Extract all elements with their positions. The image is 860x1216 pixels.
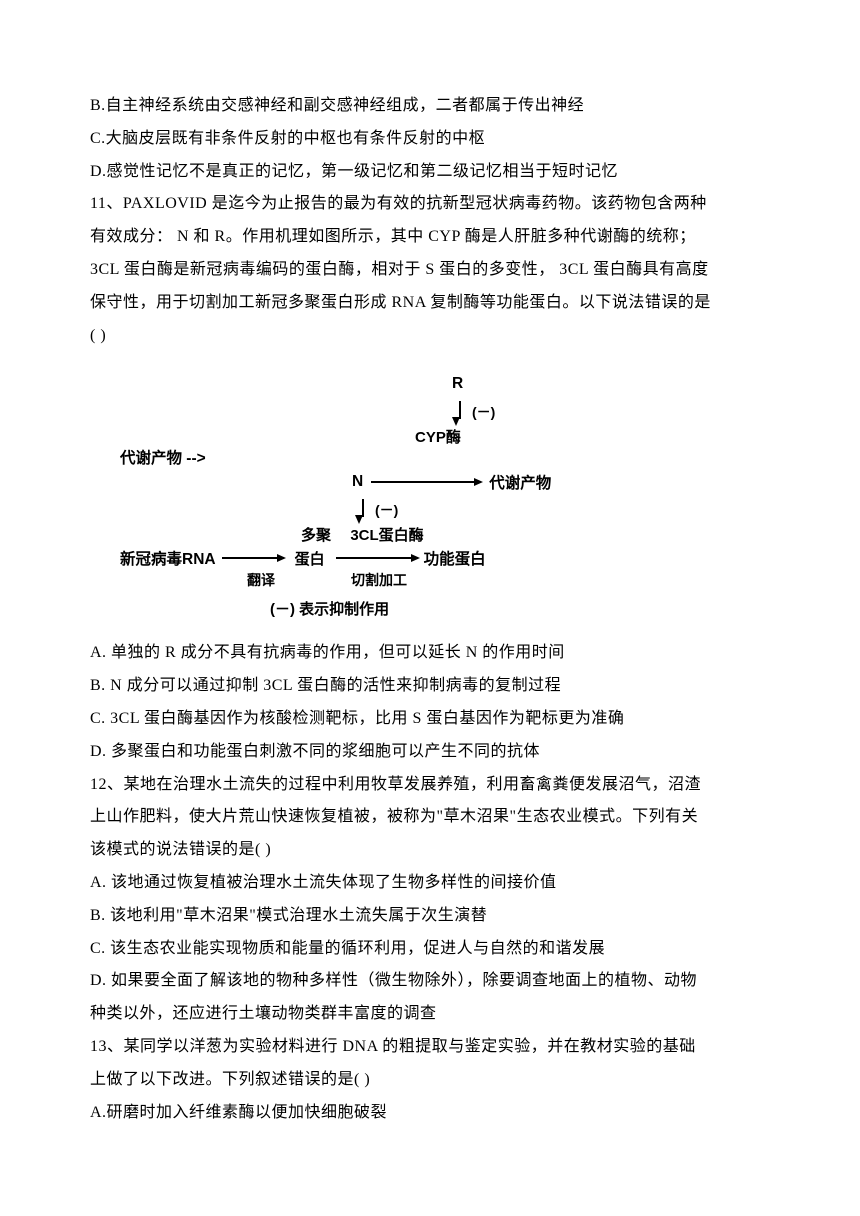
diagram-neg-2: (－) <box>375 500 398 520</box>
q11-option-c: C. 3CL 蛋白酶基因作为核酸检测靶标，比用 S 蛋白基因作为靶标更为准确 <box>90 703 770 736</box>
q10-option-d: D.感觉性记忆不是真正的记忆，第一级记忆和第二级记忆相当于短时记忆 <box>90 156 770 189</box>
diagram-3cl-label: 3CL蛋白酶 <box>344 524 430 545</box>
page-content: B.自主神经系统由交感神经和副交感神经组成，二者都属于传出神经 C.大脑皮层既有… <box>0 0 860 1189</box>
diagram-node-r: R <box>452 375 463 393</box>
diagram-rna: 新冠病毒RNA <box>120 547 216 569</box>
diagram-poly-bottom: 蛋白 <box>290 548 330 569</box>
q11-option-d: D. 多聚蛋白和功能蛋白刺激不同的浆细胞可以产生不同的抗体 <box>90 736 770 769</box>
q13-option-a: A.研磨时加入纤维素酶以便加快细胞破裂 <box>90 1097 770 1130</box>
diagram-translate-label: 翻译 <box>236 570 286 590</box>
arrow-down-icon <box>357 499 369 522</box>
q11-stem-line1: 11、PAXLOVID 是迄今为止报告的最为有效的抗新型冠状病毒药物。该药物包含… <box>90 188 770 221</box>
q10-option-b: B.自主神经系统由交感神经和副交感神经组成，二者都属于传出神经 <box>90 90 770 123</box>
q12-option-b: B. 该地利用"草木沼果"模式治理水土流失属于次生演替 <box>90 900 770 933</box>
q11-stem-line5: ( ) <box>90 320 770 353</box>
arrow-down-icon <box>454 401 466 424</box>
q12-stem-line3: 该模式的说法错误的是( ) <box>90 834 770 867</box>
arrow-right-icon <box>371 481 481 483</box>
arrow-right-icon <box>336 557 418 559</box>
diagram-cyp-label: CYP酶 <box>415 426 461 447</box>
q12-stem-line2: 上山作肥料，使大片荒山快速恢复植被，被称为"草木沼果"生态农业模式。下列有关 <box>90 801 770 834</box>
q11-diagram: R (－) CYP酶 代谢产物 --> N 代谢产物 (－) <box>120 370 770 619</box>
diagram-cut-label: 切割加工 <box>336 570 422 590</box>
q11-stem-line2: 有效成分： N 和 R。作用机理如图所示，其中 CYP 酶是人肝脏多种代谢酶的统… <box>90 221 770 254</box>
q11-option-b: B. N 成分可以通过抑制 3CL 蛋白酶的活性来抑制病毒的复制过程 <box>90 670 770 703</box>
q11-stem-line4: 保守性，用于切割加工新冠多聚蛋白形成 RNA 复制酶等功能蛋白。以下说法错误的是 <box>90 287 770 320</box>
q12-option-c: C. 该生态农业能实现物质和能量的循环利用，促进人与自然的和谐发展 <box>90 933 770 966</box>
q13-stem-line2: 上做了以下改进。下列叙述错误的是( ) <box>90 1064 770 1097</box>
q12-option-d-line1: D. 如果要全面了解该地的物种多样性（微生物除外），除要调查地面上的植物、动物 <box>90 965 770 998</box>
q11-stem-line3: 3CL 蛋白酶是新冠病毒编码的蛋白酶，相对于 S 蛋白的多变性， 3CL 蛋白酶… <box>90 254 770 287</box>
q12-option-d-line2: 种类以外，还应进行土壤动物类群丰富度的调查 <box>90 998 770 1031</box>
diagram-node-n: N <box>352 473 363 491</box>
arrow-right-icon <box>222 557 284 559</box>
q10-option-c: C.大脑皮层既有非条件反射的中枢也有条件反射的中枢 <box>90 123 770 156</box>
q13-stem-line1: 13、某同学以洋葱为实验材料进行 DNA 的粗提取与鉴定实验，并在教材实验的基础 <box>90 1031 770 1064</box>
diagram-neg-1: (－) <box>472 402 495 422</box>
diagram-poly-top: 多聚 <box>296 524 336 545</box>
diagram-func-protein: 功能蛋白 <box>424 547 486 569</box>
diagram-caption: (－) 表示抑制作用 <box>120 598 770 619</box>
q12-option-a: A. 该地通过恢复植被治理水土流失体现了生物多样性的间接价值 <box>90 867 770 900</box>
diagram-metabolite: 代谢产物 <box>489 471 551 493</box>
q11-option-a: A. 单独的 R 成分不具有抗病毒的作用，但可以延长 N 的作用时间 <box>90 637 770 670</box>
q12-stem-line1: 12、某地在治理水土流失的过程中利用牧草发展养殖，利用畜禽粪便发展沼气，沼渣 <box>90 769 770 802</box>
